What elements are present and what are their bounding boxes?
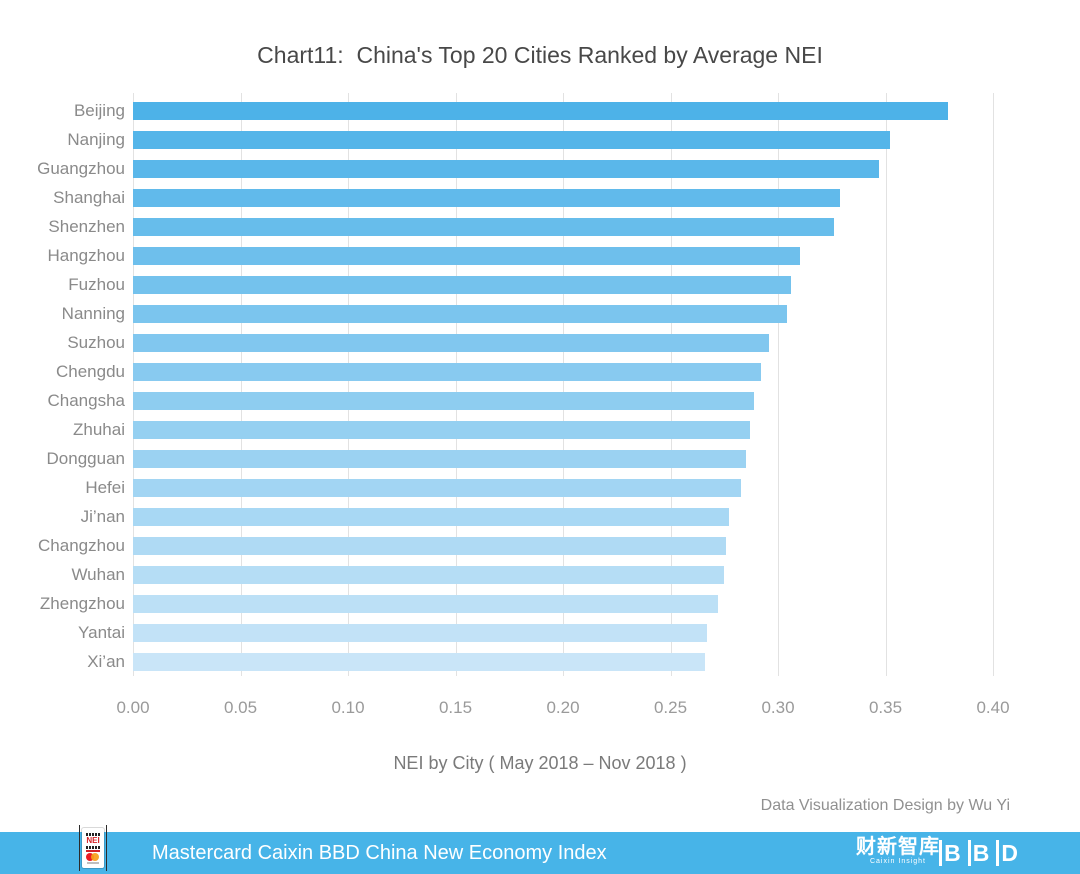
x-tick-label: 0.40 (976, 698, 1010, 717)
category-label: Chengdu (55, 362, 125, 381)
bar-yantai (133, 624, 707, 642)
category-label: Zhuhai (73, 420, 125, 439)
x-tick-label: 0.15 (438, 698, 473, 717)
bar-shanghai (133, 189, 840, 207)
tiny-caption-line (87, 861, 99, 864)
gridline (885, 93, 887, 676)
bbd-logo-letter: B (967, 840, 989, 866)
category-label: Nanning (61, 304, 125, 323)
bbd-logo-letter: B (939, 840, 961, 866)
x-tick-label: 0.05 (223, 698, 258, 717)
x-tick-label: 0.35 (868, 698, 903, 717)
caixin-insight-logo: 财新智库 Caixin Insight (856, 836, 940, 866)
gridline (778, 93, 779, 676)
footer-bar: NEI Mastercard Caixin BBD China New Econ… (0, 825, 1080, 874)
nei-index-logo: NEI (79, 825, 107, 871)
bar-suzhou (133, 334, 769, 352)
bar-zhengzhou (133, 595, 718, 613)
bar-chengdu (133, 363, 761, 381)
category-label: Hangzhou (47, 246, 125, 265)
category-label: Shenzhen (48, 217, 125, 236)
gridline (240, 93, 242, 676)
bar-hefei (133, 479, 741, 497)
bar-changzhou (133, 537, 726, 555)
category-label: Xi’an (87, 652, 125, 671)
gridline (670, 93, 672, 676)
category-label: Dongguan (46, 449, 125, 468)
bar-guangzhou (133, 160, 879, 178)
gridline (455, 93, 457, 676)
bar-nanning (133, 305, 787, 323)
x-tick-label: 0.20 (546, 698, 580, 717)
gridline (563, 93, 564, 676)
category-label: Changsha (47, 391, 125, 410)
category-label: Beijing (73, 101, 125, 120)
category-label: Suzhou (67, 333, 125, 352)
bar-hangzhou (133, 247, 800, 265)
caixin-logo-subtext: Caixin Insight (869, 858, 927, 865)
category-label: Guangzhou (37, 159, 125, 178)
x-tick-label: 0.10 (331, 698, 365, 717)
red-bar-icon (86, 849, 100, 852)
barcode-lines-icon (86, 832, 100, 836)
bar-xian (133, 653, 705, 671)
x-tick-label: 0.00 (116, 698, 150, 717)
category-label: Nanjing (67, 130, 125, 149)
bar-fuzhou (133, 276, 791, 294)
category-label: Zhengzhou (39, 594, 125, 613)
category-label: Shanghai (53, 188, 125, 207)
nei-logo-label: NEI (86, 835, 100, 845)
x-tick-label: 0.30 (761, 698, 795, 717)
category-label: Wuhan (71, 565, 125, 584)
gridline (133, 93, 134, 676)
x-tick-label: 0.25 (653, 698, 688, 717)
category-label: Ji’nan (80, 507, 125, 526)
gridline (993, 93, 994, 676)
bar-nanjing (133, 131, 890, 149)
category-label: Fuzhou (68, 275, 125, 294)
bar-beijing (133, 102, 948, 120)
footer-index-title: Mastercard Caixin BBD China New Economy … (152, 842, 607, 864)
bar-changsha (133, 392, 754, 410)
bar-jinan (133, 508, 729, 526)
bar-dongguan (133, 450, 746, 468)
mastercard-icon (86, 852, 100, 861)
credit-text: Data Visualization Design by Wu Yi (760, 797, 1010, 814)
category-label: Changzhou (38, 536, 125, 555)
bar-shenzhen (133, 218, 834, 236)
category-label: Yantai (78, 623, 125, 642)
bar-wuhan (133, 566, 724, 584)
x-axis-title: NEI by City ( May 2018 – Nov 2018 ) (393, 753, 687, 773)
bar-zhuhai (133, 421, 750, 439)
gridline (348, 93, 349, 676)
caixin-logo-text: 财新智库 (856, 836, 940, 858)
chart-title: Chart11: China's Top 20 Cities Ranked by… (257, 42, 823, 68)
bbd-logo-letter: D (996, 840, 1018, 866)
barcode-lines-icon (86, 845, 100, 849)
category-label: Hefei (85, 478, 125, 497)
